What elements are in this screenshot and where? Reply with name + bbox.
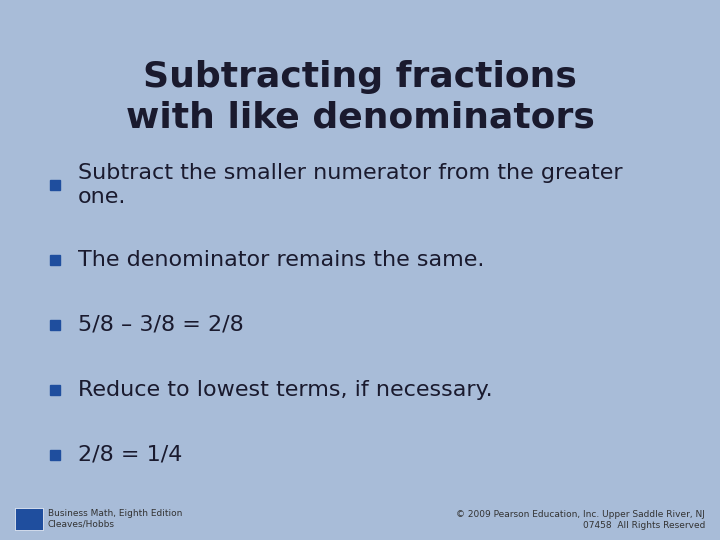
Bar (50, 450, 60, 460)
Text: Cleaves/Hobbs: Cleaves/Hobbs (48, 519, 115, 529)
Text: 2/8 = 1/4: 2/8 = 1/4 (78, 445, 182, 465)
Bar (50, 385, 60, 395)
Text: Reduce to lowest terms, if necessary.: Reduce to lowest terms, if necessary. (78, 380, 492, 400)
Text: Subtract the smaller numerator from the greater
one.: Subtract the smaller numerator from the … (78, 163, 623, 207)
Bar (50, 320, 60, 330)
Text: 5/8 – 3/8 = 2/8: 5/8 – 3/8 = 2/8 (78, 315, 244, 335)
Bar (50, 180, 60, 190)
FancyBboxPatch shape (15, 508, 43, 530)
Text: © 2009 Pearson Education, Inc. Upper Saddle River, NJ
07458  All Rights Reserved: © 2009 Pearson Education, Inc. Upper Sad… (456, 510, 705, 530)
Bar (50, 255, 60, 265)
Text: Business Math, Eighth Edition: Business Math, Eighth Edition (48, 510, 182, 518)
Text: The denominator remains the same.: The denominator remains the same. (78, 250, 485, 270)
Text: Subtracting fractions
with like denominators: Subtracting fractions with like denomina… (125, 60, 595, 135)
